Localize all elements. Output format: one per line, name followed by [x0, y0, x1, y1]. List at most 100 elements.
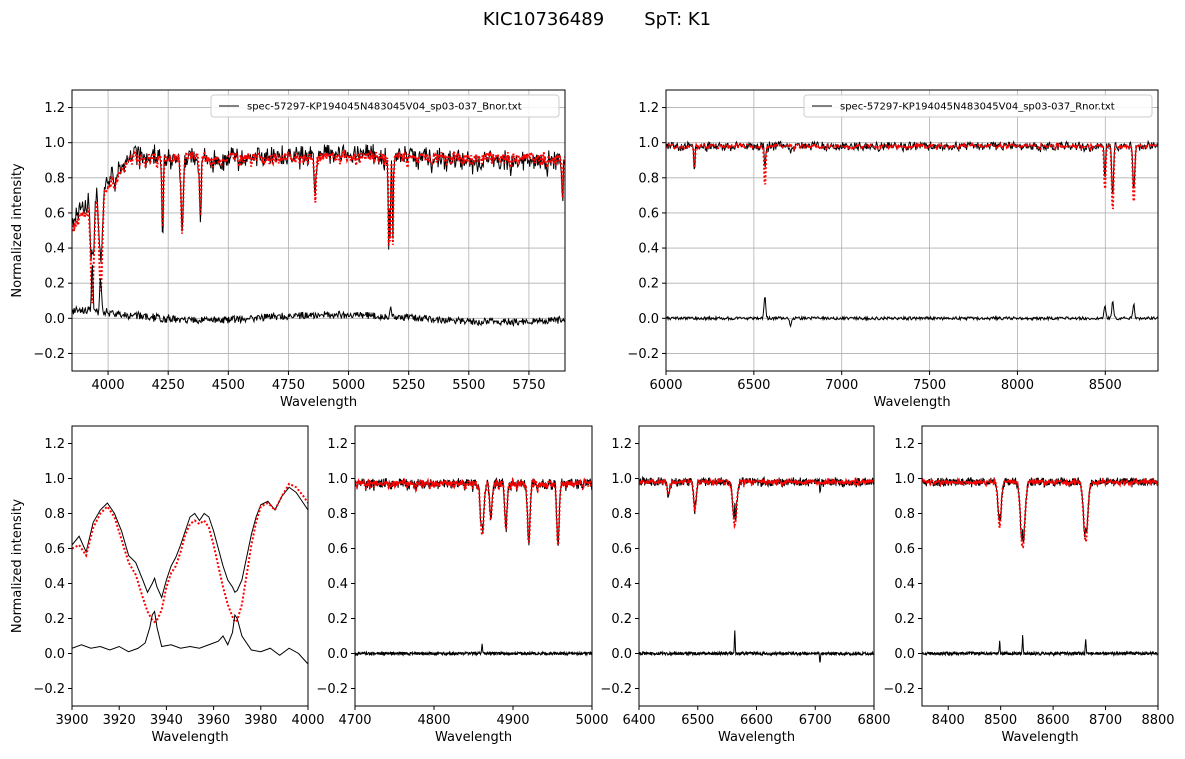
y-tick-label: −0.2: [883, 682, 915, 697]
x-tick-label: 8700: [1089, 713, 1122, 728]
x-tick-label: 3940: [150, 713, 183, 728]
residual-line: [922, 635, 1158, 657]
y-tick-label: 0.8: [611, 507, 632, 522]
panel-top-red: 6000 6500 7000 7500 8000 8500 −0.2 0.0 0.2 0.4 0.6…: [627, 89, 1159, 410]
y-tick-label: 0.2: [44, 277, 65, 292]
axes-frame: [71, 89, 566, 372]
x-tick-label: 8600: [1037, 713, 1070, 728]
x-tick-label: 4250: [152, 378, 185, 393]
x-tick-label: 5000: [332, 378, 365, 393]
panel-zoom-halpha: 6400 6500 6600 6700 6800 −0.2 0.0 0.2 0.4 0.6 0.8 1…: [600, 425, 891, 745]
x-tick-label: 6000: [649, 378, 682, 393]
y-tick-label: 1.0: [44, 136, 65, 151]
model-spectrum-line: [922, 476, 1158, 549]
x-axis-label: Wavelength: [280, 395, 357, 410]
y-tick-label: 0.2: [44, 612, 65, 627]
residual-line: [72, 610, 308, 665]
x-tick-label: 6500: [737, 378, 770, 393]
y-tick-label: 0.0: [611, 647, 632, 662]
x-axis-label: Wavelength: [1001, 730, 1078, 745]
observed-spectrum-line: [666, 139, 1158, 195]
y-tick-label: −0.2: [316, 682, 348, 697]
figure-title: KIC10736489 SpT: K1: [483, 9, 711, 30]
residual-line: [72, 264, 565, 328]
y-tick-label: 0.0: [638, 312, 659, 327]
observed-spectrum-line: [922, 476, 1158, 543]
x-tick-label: 4000: [92, 378, 125, 393]
x-tick-label: 7000: [825, 378, 858, 393]
model-spectrum-line: [666, 141, 1158, 210]
x-tick-label: 5500: [452, 378, 485, 393]
y-tick-label: 0.2: [894, 612, 915, 627]
y-tick-label: 1.2: [638, 101, 659, 116]
panel-zoom-cat: 8400 8500 8600 8700 8800 −0.2 0.0 0.2 0.4 0.6 0.8 1…: [883, 425, 1175, 745]
x-axis-label: Wavelength: [873, 395, 950, 410]
residual-line: [666, 296, 1158, 328]
y-tick-label: 0.6: [44, 206, 65, 221]
y-tick-label: 0.4: [44, 242, 65, 257]
x-axis-label: Wavelength: [718, 730, 795, 745]
observed-spectrum-line: [72, 486, 308, 599]
x-tick-label: 4500: [212, 378, 245, 393]
model-spectrum-line: [72, 482, 308, 624]
legend-entry: spec-57297-KP194045N483045V04_sp03-037_R…: [840, 102, 1115, 113]
y-tick-label: 0.4: [44, 577, 65, 592]
y-tick-label: 1.0: [894, 472, 915, 487]
x-tick-label: 3960: [197, 713, 230, 728]
x-tick-label: 4800: [417, 713, 450, 728]
y-tick-label: 0.8: [894, 507, 915, 522]
y-tick-label: 0.0: [44, 312, 65, 327]
legend: spec-57297-KP194045N483045V04_sp03-037_B…: [210, 94, 560, 118]
x-tick-label: 4900: [496, 713, 529, 728]
axes-frame: [665, 89, 1159, 372]
axes-frame: [71, 425, 309, 707]
y-tick-label: 1.2: [327, 437, 348, 452]
model-spectrum-line: [639, 476, 874, 530]
y-tick-label: 1.2: [44, 437, 65, 452]
y-tick-label: 0.0: [894, 647, 915, 662]
x-tick-label: 8000: [1001, 378, 1034, 393]
y-tick-label: −0.2: [33, 682, 65, 697]
y-tick-label: 0.8: [327, 507, 348, 522]
y-tick-label: 0.4: [327, 577, 348, 592]
x-tick-label: 5000: [575, 713, 608, 728]
panel-top-blue: 4000 4250 4500 4750 5000 5250 5500 5750 −0.2 0.0 0…: [10, 89, 566, 410]
y-tick-label: 0.4: [638, 242, 659, 257]
axes-frame: [354, 425, 593, 707]
panel-zoom-hbeta: 4700 4800 4900 5000 −0.2 0.0 0.2 0.4 0.6 0.8 1.0 1.…: [316, 425, 609, 745]
x-axis-label: Wavelength: [151, 730, 228, 745]
x-tick-label: 6400: [622, 713, 655, 728]
x-tick-label: 3920: [103, 713, 136, 728]
y-tick-label: −0.2: [33, 347, 65, 362]
legend: spec-57297-KP194045N483045V04_sp03-037_R…: [803, 94, 1153, 118]
x-tick-label: 4000: [291, 713, 324, 728]
y-tick-label: 0.8: [44, 507, 65, 522]
panel-zoom-cahk: 3900 3920 3940 3960 3980 4000 −0.2 0.0 0.2 0.4 0.6…: [10, 425, 325, 745]
y-tick-label: 0.2: [611, 612, 632, 627]
y-tick-label: 0.0: [44, 647, 65, 662]
y-tick-label: 0.6: [894, 542, 915, 557]
axes-frame: [638, 425, 875, 707]
y-tick-label: 0.8: [638, 171, 659, 186]
x-tick-label: 3980: [244, 713, 277, 728]
x-tick-label: 6800: [857, 713, 890, 728]
x-tick-label: 6500: [681, 713, 714, 728]
y-tick-label: 1.0: [611, 472, 632, 487]
y-axis-label: Normalized intensity: [10, 163, 25, 298]
y-tick-label: 1.0: [327, 472, 348, 487]
x-tick-label: 8400: [932, 713, 965, 728]
y-tick-label: 0.2: [638, 277, 659, 292]
y-tick-label: 0.8: [44, 171, 65, 186]
residual-line: [639, 630, 874, 663]
x-tick-label: 8800: [1141, 713, 1174, 728]
y-tick-label: 0.4: [894, 577, 915, 592]
model-spectrum-line: [72, 148, 565, 304]
axes-frame: [921, 425, 1159, 707]
legend-entry: spec-57297-KP194045N483045V04_sp03-037_B…: [247, 102, 522, 113]
y-tick-label: 1.2: [611, 437, 632, 452]
x-tick-label: 4750: [272, 378, 305, 393]
y-tick-label: 1.0: [638, 136, 659, 151]
residual-line: [355, 643, 592, 657]
y-axis-label: Normalized intensity: [10, 499, 25, 634]
